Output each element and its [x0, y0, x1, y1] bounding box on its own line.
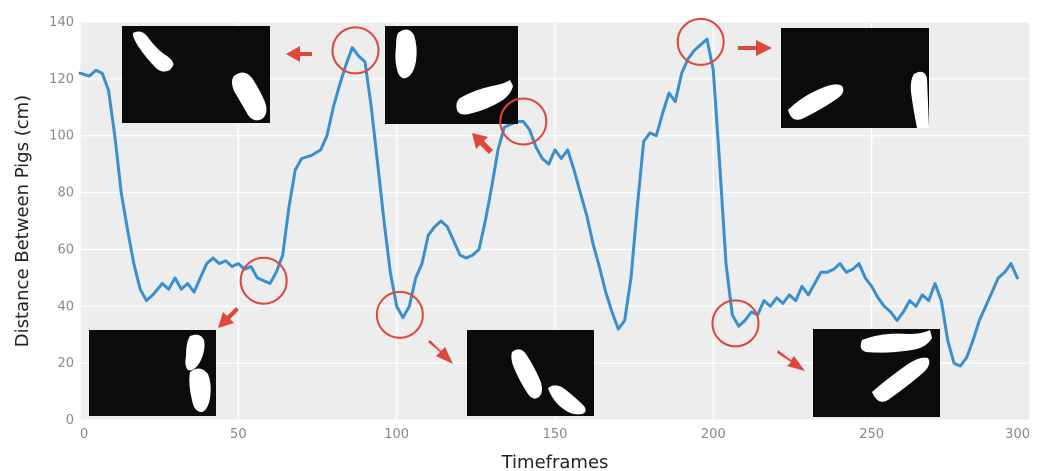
inset-top-right: [781, 28, 929, 128]
arrow-right-1: [738, 40, 772, 56]
x-tick-label: 100: [384, 427, 409, 442]
highlight-circle: [375, 290, 424, 339]
arrow-down-right-1: [428, 340, 453, 364]
highlight-circle: [676, 17, 725, 66]
arrow-left-1: [286, 46, 312, 62]
x-tick-label: 300: [1005, 427, 1030, 442]
x-tick-label: 250: [859, 427, 884, 442]
y-tick-label: 100: [49, 129, 74, 144]
annotations: [89, 26, 940, 417]
highlight-circles: [239, 17, 760, 348]
highlight-circle: [239, 256, 288, 305]
x-tick-labels: 0 50 100 150 200 250 300: [80, 427, 1030, 442]
highlight-circle: [711, 299, 760, 348]
y-axis-title: Distance Between Pigs (cm): [12, 95, 33, 347]
inset-bottom-middle: [467, 330, 594, 416]
y-tick-label: 80: [57, 186, 74, 201]
highlight-circle: [331, 26, 380, 75]
inset-top-middle: [385, 26, 518, 124]
inset-bottom-left: [89, 330, 216, 416]
arrow-up-left-1: [472, 133, 493, 154]
y-tick-label: 40: [57, 299, 74, 314]
series-line: [78, 37, 1019, 368]
x-axis-title: Timeframes: [501, 452, 609, 471]
y-tick-label: 120: [49, 72, 74, 87]
highlight-circle: [499, 97, 548, 146]
arrow-down-left-1: [218, 307, 239, 328]
x-tick-label: 150: [543, 427, 568, 442]
x-tick-label: 50: [230, 427, 247, 442]
y-tick-label: 140: [49, 15, 74, 30]
x-tick-label: 0: [80, 427, 88, 442]
y-tick-label: 60: [57, 242, 74, 257]
y-tick-labels: 0 20 40 60 80 100 120 140: [49, 15, 74, 428]
y-tick-label: 0: [66, 413, 74, 428]
x-tick-label: 200: [701, 427, 726, 442]
arrow-down-right-2: [777, 350, 805, 371]
inset-bottom-right: [813, 329, 940, 417]
inset-top-left: [122, 26, 270, 123]
y-tick-label: 20: [57, 356, 74, 371]
